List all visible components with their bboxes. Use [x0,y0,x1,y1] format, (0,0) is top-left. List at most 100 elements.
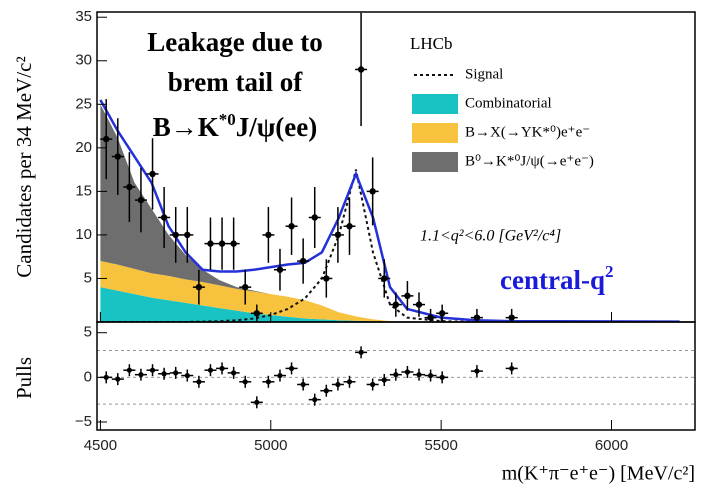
pull-point [416,372,422,378]
plot-area [99,12,680,322]
data-point [369,188,376,195]
pull-point [404,369,411,375]
pull-point [196,379,202,385]
y-tick-label: 15 [75,182,92,199]
legend-label: B⁰→K*⁰J/ψ(→e⁺e⁻) [465,153,594,169]
pull-point [474,368,480,374]
pull-point [439,374,445,380]
y-tick-label: 20 [75,139,92,156]
data-point [160,214,168,221]
data-point [242,283,249,291]
data-point [508,314,515,321]
x-tick-label: 5000 [254,437,287,454]
pulls-axis-title: Pulls [12,357,36,399]
pull-point [207,367,214,373]
pull-point [370,381,376,388]
data-point [415,301,423,308]
annotation-line: Leakage due to [147,27,323,57]
y-axis-title: Candidates per 34 MeV/c² [12,56,36,277]
pull-point [126,367,132,373]
data-point [137,196,145,204]
data-point [427,314,434,321]
pull-point [277,372,283,379]
data-point [299,257,307,265]
pull-point [509,365,515,372]
data-point [265,231,272,239]
data-point [103,135,110,143]
data-point [357,66,365,73]
legend-swatch [412,123,458,143]
pull-point [381,377,387,383]
pull-point [265,379,271,385]
legend-label: B→X(→YK*⁰)e⁺e⁻ [465,124,590,140]
pull-point [254,399,260,405]
stacked-area [100,287,680,322]
data-point [404,292,411,300]
pull-point [149,367,156,373]
data-point [172,231,179,239]
stacked-area [100,261,680,322]
pull-point [300,381,306,388]
signal-curve [100,169,680,322]
x-axis-title: m(K⁺π⁻e⁺e⁻) [MeV/c²] [502,463,695,485]
y-tick-label: 25 [75,95,92,112]
legend-label: Combinatorial [465,95,552,111]
legend-swatch [412,152,458,172]
pull-point [231,370,237,376]
pull-point [393,372,399,378]
data-point [184,231,191,239]
data-point [218,240,226,247]
data-point [230,240,237,247]
data-point [438,310,446,317]
formula-part: B→K [153,112,219,142]
data-point [276,266,284,273]
data-point [392,301,400,308]
pull-point [346,379,353,385]
annotation-formula: B→K*0J/ψ(ee) [153,110,318,142]
pull-point [173,370,179,376]
formula-part: *0 [219,110,236,129]
data-point [114,153,121,160]
data-point [126,183,133,191]
legend-title: LHCb [410,34,453,53]
y-tick-label: 0 [84,368,92,385]
y-tick-label: 30 [75,52,92,69]
pull-point [323,388,329,394]
label-part: 2 [605,262,614,281]
data-point [207,240,214,247]
y-tick-label: −5 [75,413,92,430]
pull-point [115,376,121,382]
y-tick-label: 5 [84,269,92,286]
data-point [253,310,261,317]
pull-point [288,365,295,372]
data-point [323,275,330,282]
y-tick-label: 35 [75,8,92,25]
annotation-line: brem tail of [168,67,303,97]
pull-point [358,349,364,355]
data-point [311,214,318,221]
panel-label: central-q2 [500,262,613,295]
pull-point [427,372,434,379]
data-point [346,223,353,230]
data-point [381,275,388,282]
pull-point [335,381,341,388]
x-tick-label: 6000 [595,437,628,454]
data-point [195,283,203,291]
pull-point [242,379,248,385]
pull-point [219,365,225,372]
x-tick-label: 4500 [84,437,117,454]
frame [96,321,696,431]
data-point [334,231,342,239]
data-point [473,314,481,321]
data-point [288,223,295,230]
label-part: central-q [500,265,605,295]
legend-swatch [412,94,458,114]
pull-point [312,397,318,403]
pull-point [161,371,167,377]
data-point [149,170,156,178]
y-tick-label: 5 [84,324,92,341]
y-tick-label: 10 [75,226,92,243]
formula-part: J/ψ(ee) [236,112,318,142]
